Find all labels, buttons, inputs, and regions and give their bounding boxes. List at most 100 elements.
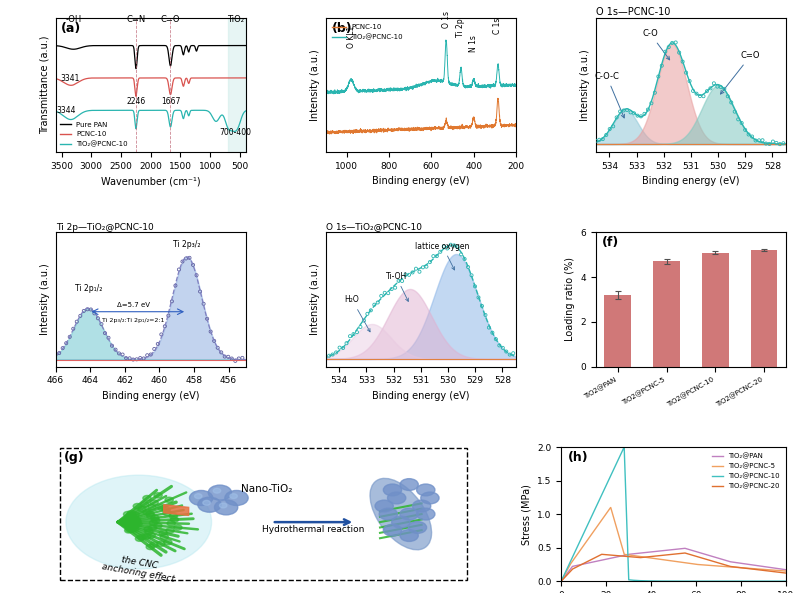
Circle shape [143,509,151,515]
Text: Ti 2p₃/₂:Ti 2p₁/₂=2:1: Ti 2p₃/₂:Ti 2p₁/₂=2:1 [102,318,164,323]
TiO₂@PCNC-10 [656,578,665,585]
Point [742,130,755,139]
Point [102,333,115,343]
Point [130,355,143,364]
TiO₂@PAN [732,559,742,566]
Point [645,98,657,108]
Circle shape [400,508,418,520]
Point [81,305,94,314]
Point [417,263,430,272]
Point [74,311,87,321]
Point [680,68,692,77]
Point [323,351,336,361]
Point [141,350,153,360]
Point [465,270,478,280]
Point [669,38,682,47]
Text: TiO₂: TiO₂ [227,15,245,24]
Point [204,327,217,336]
TiO₂@PAN [656,547,665,554]
Text: -OH: -OH [65,15,82,24]
Circle shape [417,508,435,520]
Point [662,42,675,52]
Circle shape [149,520,158,525]
Point [197,299,210,308]
Circle shape [141,502,148,507]
Text: Δ=5.7 eV: Δ=5.7 eV [117,302,150,308]
Point [455,250,468,259]
Point [91,314,104,323]
Text: C=O: C=O [720,51,761,94]
Point [503,350,516,359]
Circle shape [126,513,134,518]
X-axis label: Wavenumber (cm⁻¹): Wavenumber (cm⁻¹) [101,176,201,186]
TiO₂@PCNC-20 [680,550,689,557]
Point [753,136,765,145]
Text: (a): (a) [61,22,82,35]
Circle shape [400,479,418,490]
Point [106,341,118,350]
Legend: Pure PAN, PCNC-10, TiO₂@PCNC-10: Pure PAN, PCNC-10, TiO₂@PCNC-10 [59,120,129,148]
Point [437,242,450,251]
Point [319,352,332,362]
Point [116,350,129,359]
Circle shape [214,488,221,493]
Circle shape [375,500,393,512]
Circle shape [198,497,221,512]
Point [95,319,108,329]
TiO₂@PAN [680,545,689,552]
Point [333,343,346,352]
Circle shape [145,529,153,534]
Point [496,343,509,353]
Point [777,139,790,148]
TiO₂@PCNC-5 [557,578,566,585]
Point [183,253,196,263]
Point [179,254,192,263]
Point [152,339,164,349]
Circle shape [130,526,139,531]
Point [215,347,228,357]
Line: TiO₂@PAN: TiO₂@PAN [561,549,786,581]
Point [756,135,769,145]
Circle shape [412,500,431,512]
Text: O 1s: O 1s [441,11,451,28]
Point [652,72,665,81]
X-axis label: Binding energy (eV): Binding energy (eV) [372,391,469,401]
Circle shape [128,527,137,532]
Text: C≡N: C≡N [126,15,145,24]
Point [364,305,377,315]
TiO₂@PCNC-5 [736,564,746,571]
Point [56,343,69,353]
X-axis label: Binding energy (eV): Binding energy (eV) [642,176,740,186]
Point [60,339,72,348]
Point [589,136,602,145]
Point [750,136,762,145]
Text: (h): (h) [568,451,588,464]
Point [71,317,83,326]
Y-axis label: Transmittance (a.u.): Transmittance (a.u.) [40,36,50,134]
Circle shape [133,521,142,527]
Point [770,138,783,148]
Point [113,349,125,358]
Point [448,241,461,250]
Point [656,61,669,71]
Point [395,276,408,286]
Circle shape [129,524,137,530]
Point [735,118,748,127]
Circle shape [144,527,152,532]
Point [704,84,717,93]
Text: C=O: C=O [160,15,180,24]
Point [483,323,495,332]
Point [169,281,182,291]
Circle shape [214,500,237,515]
TiO₂@PCNC-20 [647,553,657,560]
Point [649,88,661,97]
Point [326,350,339,359]
Circle shape [229,494,237,499]
Circle shape [400,530,418,541]
Circle shape [160,534,168,540]
TiO₂@PCNC-20 [732,564,742,571]
Point [389,283,402,292]
Bar [702,253,729,366]
Text: Ti 2p—TiO₂@PCNC-10: Ti 2p—TiO₂@PCNC-10 [56,222,153,232]
Point [441,244,453,253]
